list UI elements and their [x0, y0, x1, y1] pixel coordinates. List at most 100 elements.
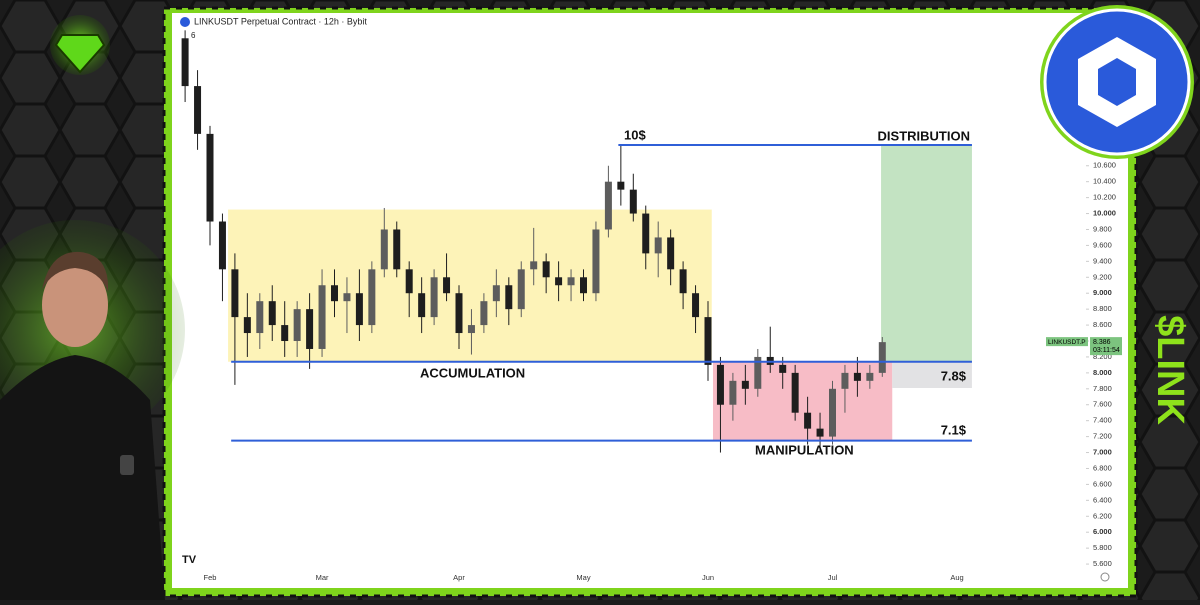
- candle-body: [866, 372, 874, 381]
- y-tick-label: 10.200: [1093, 193, 1116, 202]
- zone: [881, 145, 972, 362]
- candle-body: [256, 301, 264, 334]
- x-tick-label: May: [576, 573, 590, 582]
- y-tick-label: 7.600: [1093, 400, 1112, 409]
- candle-body: [679, 269, 687, 294]
- candle-body: [530, 261, 538, 270]
- candle-body: [405, 269, 413, 294]
- x-tick-label: Mar: [316, 573, 329, 582]
- candle-body: [181, 38, 189, 87]
- tv-logo: TV: [182, 554, 197, 566]
- candle-body: [455, 293, 463, 334]
- y-tick-label: 9.200: [1093, 272, 1112, 281]
- y-tick-label: 7.400: [1093, 416, 1112, 425]
- y-tick-label: 8.600: [1093, 320, 1112, 329]
- candle-body: [592, 229, 600, 294]
- annotation: ACCUMULATION: [420, 365, 525, 380]
- candle-body: [629, 189, 637, 214]
- candle-body: [293, 309, 301, 342]
- candle-body: [567, 277, 575, 286]
- candle-body: [580, 277, 587, 294]
- y-tick-label: 6.000: [1093, 527, 1112, 536]
- candle-body: [754, 356, 762, 389]
- countdown-label: 03:11:54: [1093, 347, 1120, 354]
- candle-body: [878, 342, 886, 373]
- candle-body: [542, 261, 550, 278]
- candle-body: [380, 229, 388, 270]
- y-tick-label: 10.000: [1093, 209, 1116, 218]
- candle-body: [418, 293, 426, 318]
- candle-body: [480, 301, 488, 326]
- candle-body: [231, 269, 239, 318]
- candle-body: [393, 229, 401, 270]
- candle-body: [318, 285, 326, 349]
- header: LINKUSDT Perpetual Contract · 12h · Bybi…: [180, 16, 367, 40]
- candle-body: [642, 213, 650, 254]
- candle-body: [505, 285, 513, 310]
- candle-body: [281, 325, 289, 342]
- candle-body: [331, 285, 338, 302]
- candle-body: [368, 269, 376, 326]
- y-tick-label: 9.000: [1093, 288, 1112, 297]
- y-tick-label: 9.800: [1093, 224, 1112, 233]
- y-tick-label: 6.800: [1093, 463, 1112, 472]
- symbol-tag: [1046, 337, 1088, 347]
- y-tick-label: 10.600: [1093, 161, 1116, 170]
- chainlink-logo: [1040, 5, 1194, 159]
- y-tick-label: 6.400: [1093, 495, 1112, 504]
- y-tick-label: 9.400: [1093, 256, 1112, 265]
- x-tick-label: Jul: [828, 573, 838, 582]
- x-tick-label: Aug: [950, 573, 963, 582]
- candle-body: [816, 428, 824, 437]
- annotation: 10$: [624, 127, 646, 142]
- candle-body: [716, 364, 724, 405]
- y-tick-label: 6.200: [1093, 511, 1112, 520]
- y-tick-label: 6.600: [1093, 479, 1112, 488]
- candle-body: [517, 269, 525, 310]
- candle-body: [343, 293, 351, 302]
- candle-body: [555, 277, 563, 286]
- candle-body: [604, 181, 612, 230]
- candle-body: [853, 372, 861, 381]
- y-tick-label: 5.600: [1093, 559, 1112, 568]
- y-tick-label: 8.800: [1093, 304, 1112, 313]
- candle-body: [704, 317, 712, 365]
- candle-body: [654, 237, 662, 254]
- annotation: 7.1$: [941, 422, 967, 437]
- side-text: $LINK: [1149, 315, 1191, 425]
- candle-body: [791, 372, 799, 413]
- candle-body: [194, 86, 202, 134]
- candle-body: [430, 277, 438, 318]
- candle-body: [841, 372, 849, 389]
- candle-body: [268, 301, 276, 326]
- gem-logo: [50, 15, 110, 75]
- candle-body: [779, 364, 787, 373]
- candle-body: [804, 412, 812, 429]
- person: [0, 220, 185, 600]
- candle-body: [355, 293, 363, 326]
- candle-body: [306, 309, 314, 349]
- candle-body: [617, 181, 625, 190]
- y-tick-label: 7.000: [1093, 448, 1112, 457]
- zone: [712, 361, 893, 441]
- x-tick-label: Jun: [702, 573, 714, 582]
- settings-icon: [1100, 572, 1110, 582]
- candle-body: [692, 293, 700, 318]
- candle-body: [492, 285, 500, 302]
- candle-body: [829, 388, 836, 437]
- y-tick-label: 5.800: [1093, 543, 1112, 552]
- candle-body: [667, 237, 675, 270]
- y-tick-label: 10.400: [1093, 177, 1116, 186]
- indicator: 6: [191, 31, 196, 40]
- symbol-label: LINKUSDT.P: [1048, 339, 1086, 346]
- candle-body: [218, 221, 226, 270]
- candle-body: [741, 380, 749, 389]
- candle-body: [443, 277, 451, 294]
- annotation: 7.8$: [941, 368, 967, 383]
- price-label: 8.386: [1093, 339, 1111, 346]
- price-tag: [1090, 337, 1122, 356]
- y-tick-label: 8.200: [1093, 352, 1112, 361]
- chart-title: LINKUSDT Perpetual Contract · 12h · Bybi…: [194, 16, 367, 26]
- x-tick-label: Apr: [453, 573, 465, 582]
